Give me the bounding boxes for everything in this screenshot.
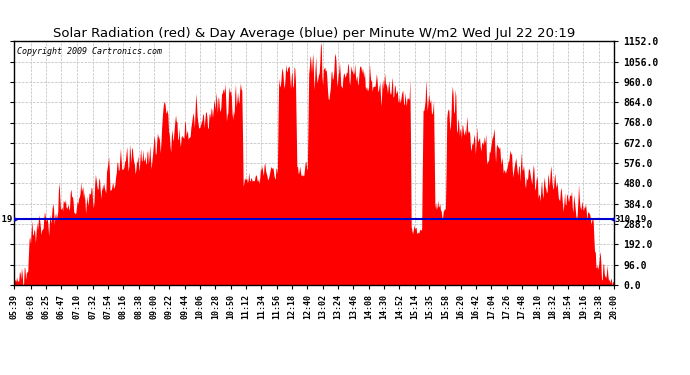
Text: Copyright 2009 Cartronics.com: Copyright 2009 Cartronics.com <box>17 47 161 56</box>
Title: Solar Radiation (red) & Day Average (blue) per Minute W/m2 Wed Jul 22 20:19: Solar Radiation (red) & Day Average (blu… <box>53 27 575 40</box>
Text: 310.19: 310.19 <box>615 215 647 224</box>
Text: 310.19: 310.19 <box>0 215 13 224</box>
